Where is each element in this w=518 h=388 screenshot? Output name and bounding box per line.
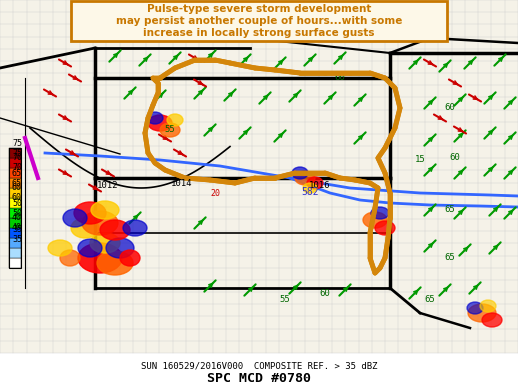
Ellipse shape <box>63 209 87 227</box>
Ellipse shape <box>106 238 134 258</box>
Bar <box>9 178 21 188</box>
Ellipse shape <box>120 250 140 266</box>
Text: 60: 60 <box>12 184 22 192</box>
Ellipse shape <box>307 177 323 189</box>
Text: SPC MCD #0780: SPC MCD #0780 <box>207 372 311 386</box>
Text: SUN 160529/2016V000  COMPOSITE REF. > 35 dBZ: SUN 160529/2016V000 COMPOSITE REF. > 35 … <box>141 362 377 371</box>
Bar <box>9 168 21 178</box>
Ellipse shape <box>480 300 496 312</box>
Ellipse shape <box>467 302 483 314</box>
Text: 582: 582 <box>301 187 319 197</box>
Text: 1016: 1016 <box>309 182 331 191</box>
Text: 60: 60 <box>320 289 330 298</box>
Text: 65: 65 <box>444 206 455 215</box>
Bar <box>9 198 21 208</box>
Ellipse shape <box>295 171 315 185</box>
Bar <box>0 353 518 388</box>
Ellipse shape <box>371 207 389 219</box>
Bar <box>9 248 21 258</box>
Text: 60: 60 <box>335 73 346 83</box>
Bar <box>9 228 21 238</box>
Text: 40: 40 <box>12 213 22 222</box>
Ellipse shape <box>78 243 122 273</box>
Text: 15: 15 <box>414 156 425 165</box>
Ellipse shape <box>91 201 119 219</box>
Text: 55: 55 <box>280 296 291 305</box>
Ellipse shape <box>147 112 163 124</box>
Text: 40: 40 <box>12 223 22 232</box>
Ellipse shape <box>375 221 395 235</box>
Text: 65: 65 <box>12 178 22 187</box>
Ellipse shape <box>167 114 183 126</box>
Ellipse shape <box>71 218 99 238</box>
Text: 65: 65 <box>425 296 435 305</box>
Bar <box>9 218 21 228</box>
Bar <box>9 158 21 168</box>
Text: 1014: 1014 <box>171 180 193 189</box>
Text: 65: 65 <box>444 253 455 263</box>
Ellipse shape <box>148 115 172 131</box>
Text: 35: 35 <box>12 236 22 244</box>
Text: 20: 20 <box>210 189 220 197</box>
Text: 65: 65 <box>12 168 22 177</box>
Ellipse shape <box>482 313 502 327</box>
Text: 55: 55 <box>165 125 176 135</box>
Text: 1012: 1012 <box>97 182 119 191</box>
Ellipse shape <box>82 211 118 235</box>
Text: 75: 75 <box>12 149 22 158</box>
Ellipse shape <box>363 212 387 228</box>
Ellipse shape <box>303 183 317 193</box>
Ellipse shape <box>97 251 133 275</box>
Bar <box>9 208 21 218</box>
Text: 50: 50 <box>12 199 22 208</box>
Ellipse shape <box>60 250 80 266</box>
Text: 70: 70 <box>12 163 22 173</box>
Text: 70: 70 <box>12 154 22 163</box>
Ellipse shape <box>123 220 147 236</box>
Ellipse shape <box>78 239 102 257</box>
Ellipse shape <box>100 220 130 240</box>
Ellipse shape <box>292 167 308 179</box>
Ellipse shape <box>74 202 106 224</box>
Text: 60: 60 <box>12 194 22 203</box>
Text: 35: 35 <box>12 225 22 234</box>
Bar <box>9 258 21 268</box>
Bar <box>9 148 21 158</box>
Text: 75: 75 <box>12 139 22 147</box>
Bar <box>9 188 21 198</box>
FancyBboxPatch shape <box>71 1 447 41</box>
Text: Pulse-type severe storm development
may persist another couple of hours...with s: Pulse-type severe storm development may … <box>116 4 402 38</box>
Bar <box>9 148 21 268</box>
Text: 50: 50 <box>12 208 22 218</box>
Ellipse shape <box>160 123 180 137</box>
Text: 60: 60 <box>444 104 455 113</box>
Ellipse shape <box>90 233 120 253</box>
Bar <box>9 238 21 248</box>
Text: 60: 60 <box>450 154 461 163</box>
Ellipse shape <box>48 240 72 256</box>
Ellipse shape <box>468 304 496 322</box>
